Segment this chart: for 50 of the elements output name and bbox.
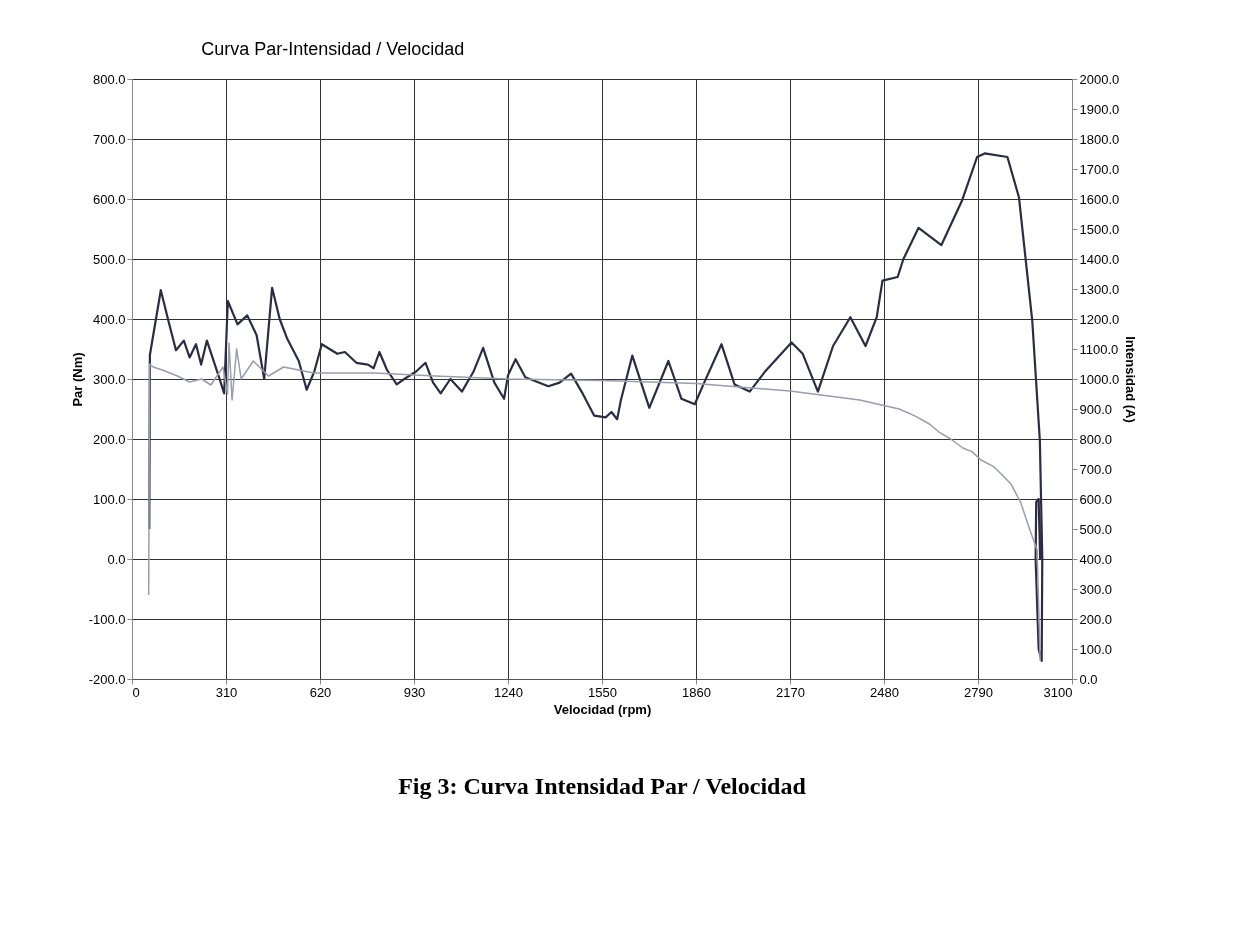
y2-tick-label: 200.0 bbox=[1079, 611, 1113, 627]
y2-tick-label: 1900.0 bbox=[1079, 101, 1120, 117]
y-tick-label: 700.0 bbox=[92, 131, 126, 147]
line-series bbox=[148, 152, 1044, 663]
y-tick-label: 300.0 bbox=[92, 371, 126, 387]
y2-tick-label: 1700.0 bbox=[1079, 161, 1120, 177]
y2-tick-label: 900.0 bbox=[1079, 401, 1113, 417]
y-tick-label: 500.0 bbox=[92, 251, 126, 267]
x-tick-label: 1860 bbox=[682, 684, 711, 700]
y2-tick-label: 1100.0 bbox=[1079, 341, 1119, 357]
y-tick-label: -100.0 bbox=[88, 611, 126, 627]
y2-tick-label: 800.0 bbox=[1079, 431, 1113, 447]
y-axis-title: Par (Nm) bbox=[69, 352, 85, 407]
y-tick-label: 600.0 bbox=[92, 191, 126, 207]
y-tick-label: 400.0 bbox=[92, 311, 126, 327]
chart-title: Curva Par-Intensidad / Velocidad bbox=[201, 39, 465, 59]
x-tick-label: 2480 bbox=[870, 684, 899, 700]
y2-axis-title: Intensidad (A) bbox=[1123, 336, 1139, 423]
y2-tick-label: 1600.0 bbox=[1079, 191, 1120, 207]
x-tick-label: 310 bbox=[215, 684, 238, 700]
x-tick-label: 620 bbox=[309, 684, 332, 700]
y2-tick-label: 1800.0 bbox=[1079, 131, 1120, 147]
y2-tick-label: 2000.0 bbox=[1079, 71, 1120, 87]
caption: Fig 3: Curva Intensidad Par / Velocidad bbox=[398, 773, 807, 799]
y2-tick-label: 0.0 bbox=[1079, 671, 1098, 687]
x-tick-label: 2790 bbox=[964, 684, 993, 700]
line-series bbox=[147, 342, 1041, 662]
y-tick-label: 200.0 bbox=[92, 431, 126, 447]
y-tick-label: 0.0 bbox=[107, 551, 126, 567]
x-tick-label: 2170 bbox=[776, 684, 805, 700]
y2-tick-label: 1000.0 bbox=[1079, 371, 1120, 387]
x-axis-title: Velocidad (rpm) bbox=[553, 701, 652, 717]
x-tick-label: 0 bbox=[132, 684, 140, 700]
y2-tick-label: 1400.0 bbox=[1079, 251, 1120, 267]
x-tick-label: 1240 bbox=[494, 684, 523, 700]
y2-tick-label: 300.0 bbox=[1079, 581, 1113, 597]
y2-tick-label: 1300.0 bbox=[1079, 281, 1120, 297]
y2-tick-label: 100.0 bbox=[1079, 641, 1113, 657]
y2-tick-label: 500.0 bbox=[1079, 521, 1113, 537]
y2-tick-label: 1500.0 bbox=[1079, 221, 1120, 237]
y2-tick-label: 400.0 bbox=[1079, 551, 1113, 567]
x-tick-label: 3100 bbox=[1043, 684, 1073, 700]
y2-tick-label: 700.0 bbox=[1079, 461, 1113, 477]
y-tick-label: 100.0 bbox=[92, 491, 126, 507]
y-tick-label: 800.0 bbox=[92, 71, 126, 87]
y-tick-label: -200.0 bbox=[88, 671, 126, 687]
y2-tick-label: 600.0 bbox=[1079, 491, 1113, 507]
x-tick-label: 930 bbox=[403, 684, 426, 700]
y2-tick-label: 1200.0 bbox=[1079, 311, 1120, 327]
x-tick-label: 1550 bbox=[588, 684, 617, 700]
